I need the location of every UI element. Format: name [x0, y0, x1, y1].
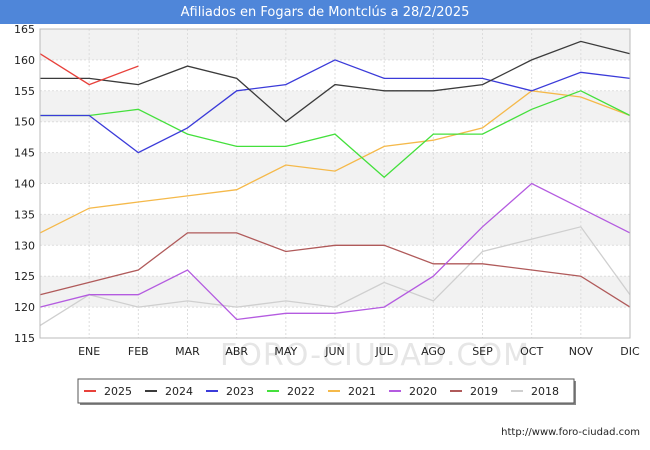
x-tick-label: SEP	[472, 345, 493, 358]
legend-label: 2021	[348, 385, 376, 398]
source-link[interactable]: http://www.foro-ciudad.com	[501, 427, 640, 438]
y-tick-label: 140	[14, 178, 35, 191]
y-tick-label: 145	[14, 147, 35, 160]
axes: 115 120 125 130 135 140 145 150 155 160 165 ENE FEB M…	[14, 23, 640, 358]
x-tick-label: JUL	[374, 345, 393, 358]
series-line-2024	[40, 40, 631, 123]
x-tick-label: ENE	[78, 345, 100, 358]
y-tick-label: 115	[14, 332, 35, 345]
x-tick-label: MAR	[175, 345, 200, 358]
y-tick-label: 135	[14, 208, 35, 221]
series-line-2020	[39, 182, 631, 321]
y-tick-label: 155	[14, 85, 35, 98]
series-line-2022	[40, 90, 631, 179]
x-tick-label: DIC	[620, 345, 640, 358]
series-line-2025	[39, 53, 139, 86]
legend-label: 2025	[104, 385, 132, 398]
legend-label: 2023	[226, 385, 254, 398]
legend: 2025 2024 2023 2022 2021 2020 2019 2018	[77, 378, 576, 405]
y-tick-label: 160	[14, 54, 35, 67]
legend-label: 2024	[165, 385, 193, 398]
x-tick-label: JUN	[324, 345, 345, 358]
chart-title-bar: Afiliados en Fogars de Montclús a 28/2/2…	[0, 0, 650, 24]
legend-label: 2022	[287, 385, 315, 398]
chart-title: Afiliados en Fogars de Montclús a 28/2/2…	[180, 4, 470, 20]
y-tick-label: 165	[14, 23, 35, 36]
x-tick-label: ABR	[225, 345, 248, 358]
legend-label: 2018	[531, 385, 559, 398]
x-tick-label: NOV	[569, 345, 594, 358]
series-line-2019	[39, 232, 631, 308]
series-line-2018	[39, 226, 631, 327]
legend-box	[77, 378, 575, 404]
y-tick-label: 150	[14, 116, 35, 129]
watermark: FORO-CIUDAD.COM	[220, 338, 530, 373]
plot-frame	[39, 28, 631, 339]
x-tick-label: FEB	[128, 345, 149, 358]
legend-label: 2019	[470, 385, 498, 398]
series-line-2023	[40, 59, 631, 154]
y-tick-label: 125	[14, 270, 35, 283]
y-tick-label: 120	[14, 301, 35, 314]
x-tick-label: MAY	[274, 345, 297, 358]
legend-label: 2020	[409, 385, 437, 398]
x-tick-label: AGO	[421, 345, 446, 358]
x-tick-label: OCT	[520, 345, 543, 358]
y-tick-label: 130	[14, 239, 35, 252]
series-layer	[39, 40, 631, 327]
